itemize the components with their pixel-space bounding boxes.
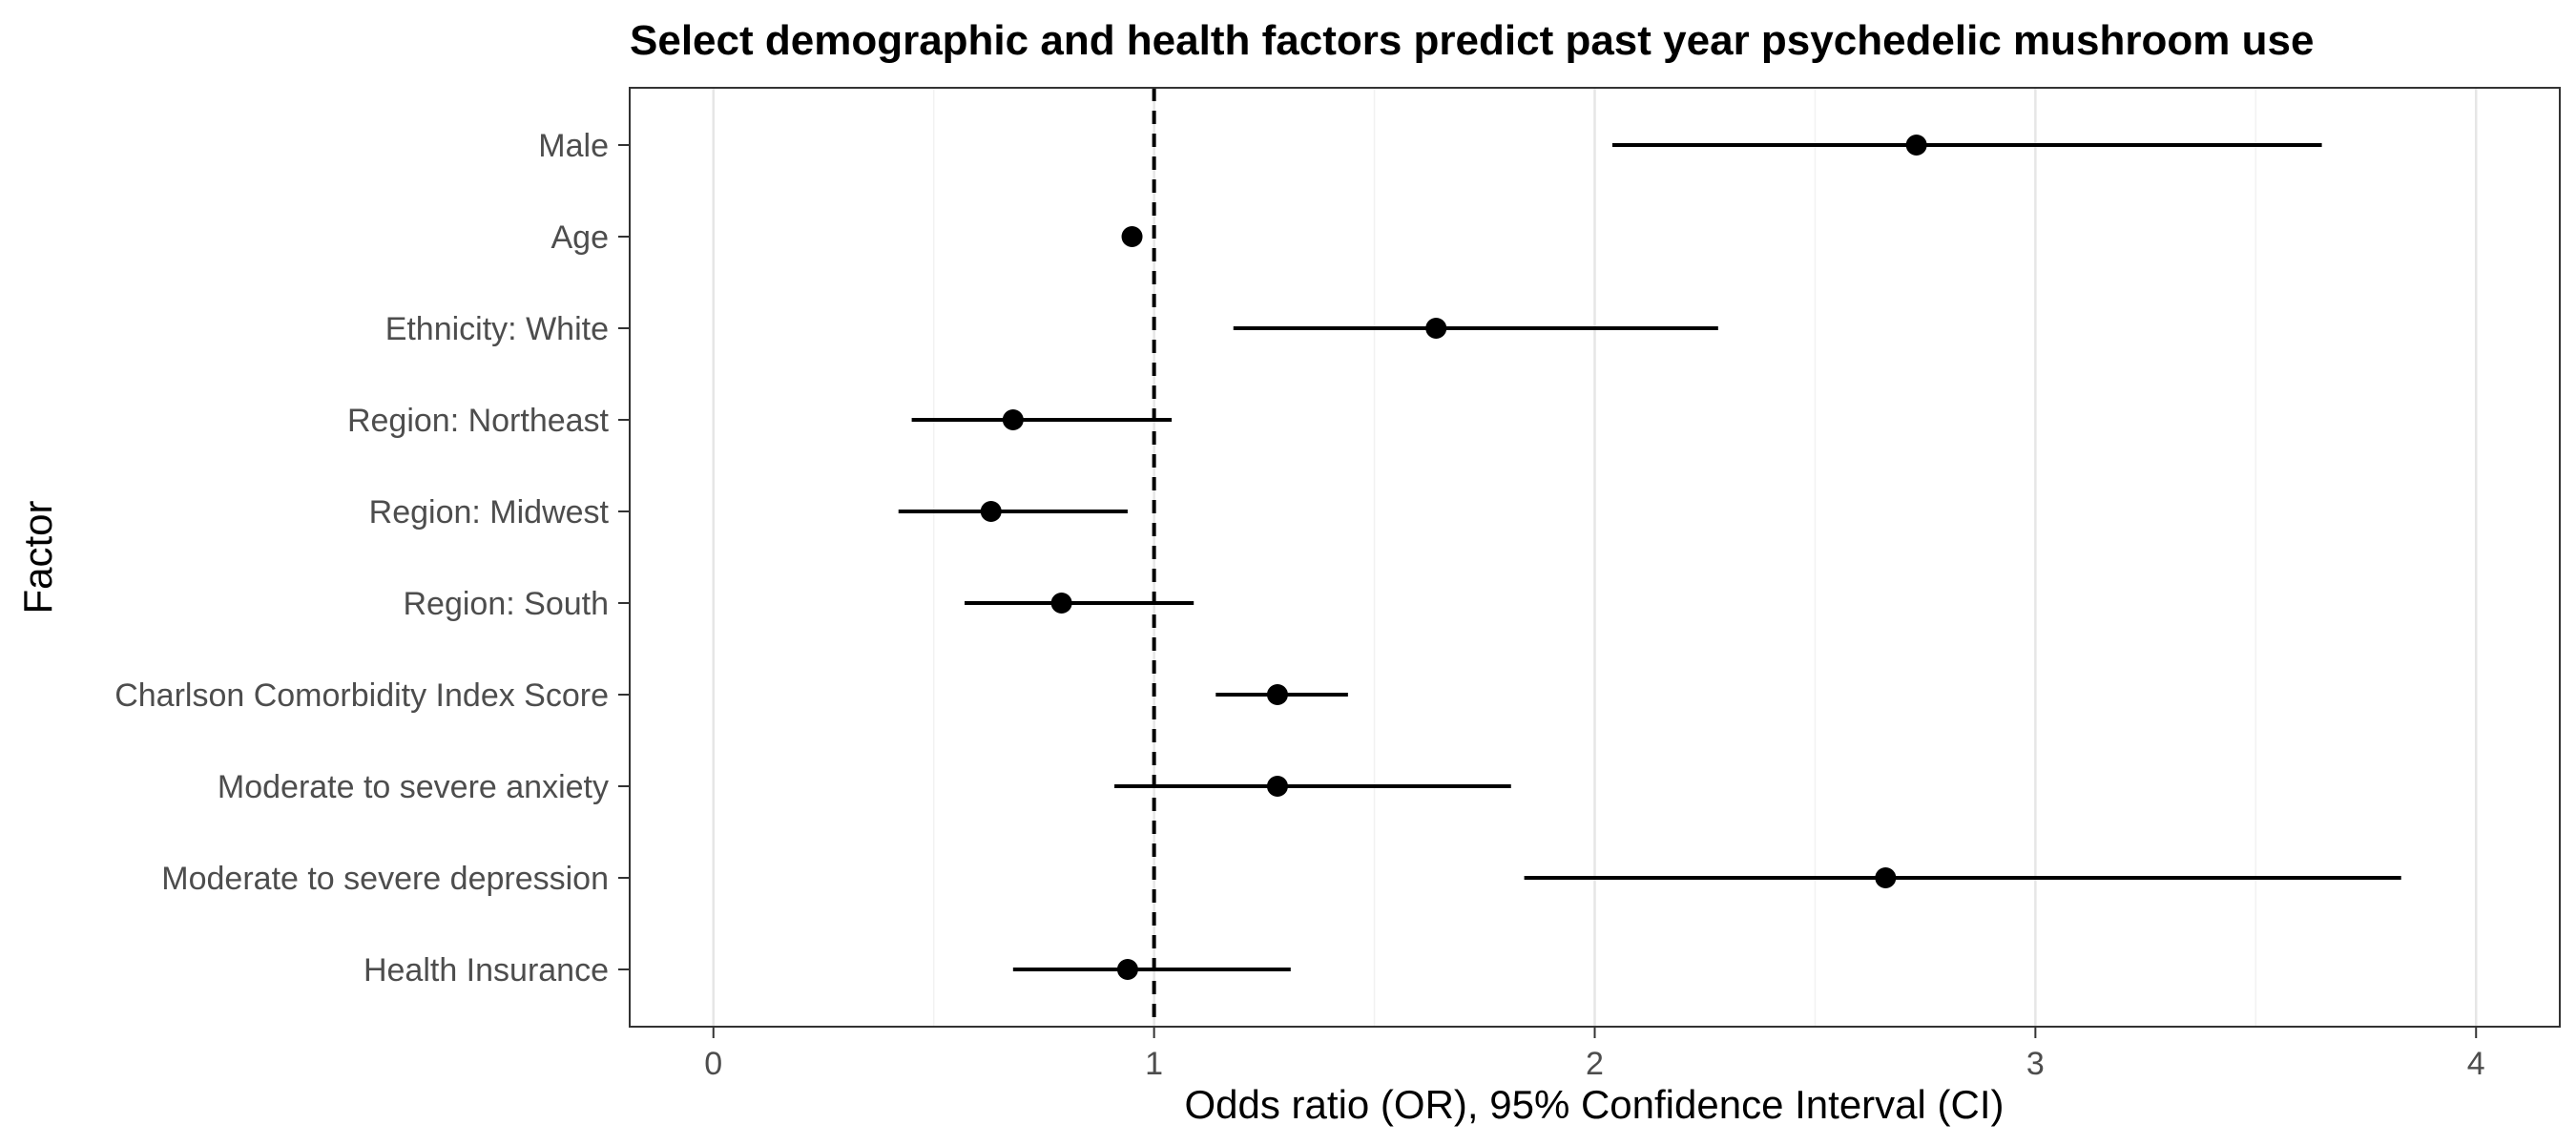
data-point	[980, 501, 1002, 522]
y-tick-label: Health Insurance	[364, 952, 609, 989]
y-tick-label: Male	[538, 128, 609, 164]
data-point	[1002, 409, 1024, 430]
data-point	[1905, 135, 1927, 156]
x-tick-label: 3	[2026, 1046, 2045, 1082]
points	[980, 135, 1927, 980]
x-axis: 0 1 2 3 4	[704, 1027, 2485, 1082]
y-tick-label: Region: Northeast	[347, 403, 610, 439]
data-point	[1425, 318, 1447, 339]
error-bars	[898, 143, 2401, 971]
data-point	[1266, 684, 1288, 705]
data-point	[1266, 776, 1288, 797]
data-point	[1116, 959, 1138, 980]
y-tick-label: Region: Midwest	[369, 494, 610, 531]
y-tick-label: Ethnicity: White	[385, 311, 609, 347]
data-point	[1121, 226, 1143, 247]
x-tick-label: 2	[1586, 1046, 1604, 1082]
x-tick-label: 1	[1145, 1046, 1163, 1082]
y-tick-label: Charlson Comorbidity Index Score	[114, 677, 609, 714]
x-tick-label: 0	[704, 1046, 722, 1082]
y-axis: Male Age Ethnicity: White Region: Northeast…	[114, 128, 630, 989]
x-axis-title: Odds ratio (OR), 95% Confidence Interval…	[1185, 1082, 2005, 1127]
y-tick-label: Region: South	[404, 586, 610, 622]
chart-title: Select demographic and health factors pr…	[630, 17, 2314, 64]
y-tick-label: Age	[551, 219, 610, 256]
grid	[712, 88, 2478, 1027]
data-point	[1875, 867, 1897, 888]
x-tick-label: 4	[2467, 1046, 2485, 1082]
data-point	[1050, 593, 1072, 614]
y-tick-label: Moderate to severe depression	[161, 861, 609, 897]
y-tick-label: Moderate to severe anxiety	[218, 769, 609, 805]
y-axis-title: Factor	[15, 500, 60, 614]
